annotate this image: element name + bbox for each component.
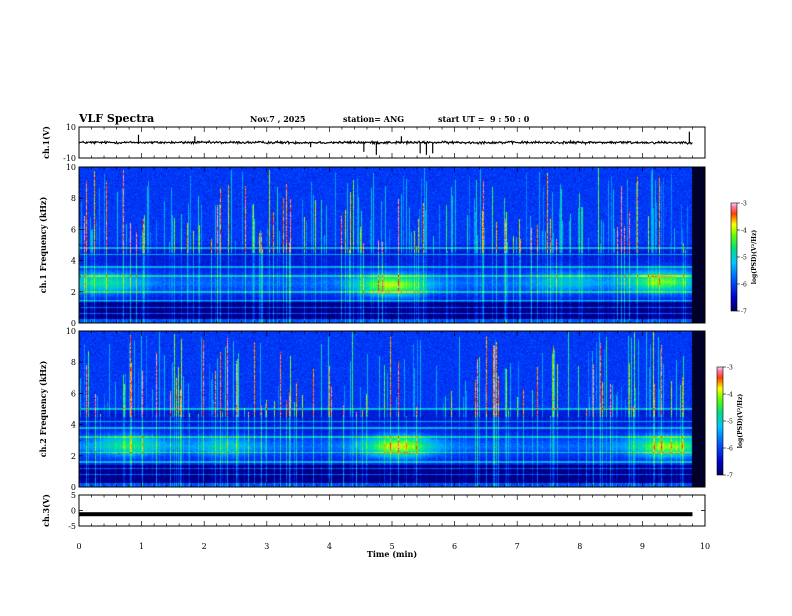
x-tick-label: 10 (700, 542, 710, 551)
y-tick-label: 6 (71, 225, 76, 234)
ch2-colorbar-gradient (716, 366, 724, 476)
y-tick-label: 6 (71, 389, 76, 398)
start-time-value: 9 : 50 : 0 (490, 114, 530, 124)
time-axis-label: Time (min) (367, 549, 417, 559)
x-tick-label: 0 (76, 542, 81, 551)
y-tick-label: 4 (71, 421, 76, 430)
ch1-spectrogram-panel: 0 2 4 6 8 10 ch.1 Frequency (kHz) log(PSD)(V²… (38, 163, 758, 328)
colorbar-tick-label: -4 (727, 392, 733, 399)
x-tick-label: 3 (264, 542, 269, 551)
ch3-waveform-ticks: 5 0 -5 (68, 491, 706, 531)
ch2-colorbar-label: log(PSD)(V²/Hz) (737, 394, 744, 449)
ch1-waveform-ylabel: ch.1(V) (41, 126, 51, 159)
ch1-waveform-plot (78, 131, 693, 155)
colorbar-tick-label: -6 (741, 282, 747, 289)
y-tick-label: 10 (66, 123, 76, 132)
colorbar-tick-label: -4 (741, 228, 747, 235)
ch1-colorbar-label: log(PSD)(V²/Hz) (751, 230, 758, 285)
y-tick-label: 8 (71, 194, 76, 203)
ch2-colorbar: log(PSD)(V²/Hz) -3 -4 -5 -6 -7 (716, 365, 744, 480)
station-label: station= ANG (343, 114, 404, 124)
ch3-signal-trace (79, 512, 693, 517)
ch2-spectrogram-ticks: 0 2 4 6 8 10 (66, 327, 706, 492)
start-time-prefix: start UT = (438, 114, 485, 124)
time-axis: 0 1 2 3 4 5 6 7 8 9 10 (76, 542, 710, 551)
colorbar-tick-label: -7 (741, 309, 747, 316)
y-tick-label: 0 (71, 483, 76, 492)
ch3-waveform-ylabel: ch.3(V) (41, 494, 51, 527)
ch1-signal-trace (78, 139, 693, 146)
ch1-spectrogram-image (79, 167, 705, 323)
ch1-spectrogram-ylabel: ch.1 Frequency (kHz) (38, 197, 48, 294)
ch1-spectrogram-ticks: 0 2 4 6 8 10 (66, 163, 706, 328)
ch1-colorbar-gradient (730, 202, 738, 312)
ch2-spectrogram-image (79, 331, 705, 487)
colorbar-tick-label: -6 (727, 446, 733, 453)
ch1-waveform-ticks: 10 -10 (63, 123, 706, 163)
ch1-colorbar: log(PSD)(V²/Hz) -3 -4 -5 -6 -7 (730, 201, 758, 316)
ch3-waveform-panel: 5 0 -5 ch.3(V) (41, 491, 706, 531)
x-tick-label: 8 (577, 542, 582, 551)
y-tick-label: -10 (63, 154, 76, 163)
figure-title: VLF Spectra (78, 112, 154, 125)
y-tick-label: 8 (71, 358, 76, 367)
colorbar-tick-label: -5 (727, 419, 733, 426)
y-tick-label: 0 (71, 507, 76, 516)
colorbar-tick-label: -3 (727, 365, 733, 372)
ch3-waveform-plot (79, 512, 693, 517)
y-tick-label: 2 (71, 288, 76, 297)
y-tick-label: 4 (71, 257, 76, 266)
date-label: Nov.7 , 2025 (250, 114, 305, 124)
x-tick-label: 1 (139, 542, 144, 551)
y-tick-label: 0 (71, 319, 76, 328)
y-tick-label: 10 (66, 163, 76, 172)
y-tick-label: 5 (71, 491, 76, 500)
colorbar-tick-label: -7 (727, 473, 733, 480)
x-tick-label: 4 (327, 542, 332, 551)
x-tick-label: 7 (515, 542, 520, 551)
y-tick-label: 10 (66, 327, 76, 336)
colorbar-tick-label: -5 (741, 255, 747, 262)
ch2-spectrogram-panel: 0 2 4 6 8 10 ch.2 Frequency (kHz) log(PSD)(V²… (38, 327, 744, 492)
ch2-spectrogram-ylabel: ch.2 Frequency (kHz) (38, 361, 48, 458)
x-tick-label: 5 (389, 542, 394, 551)
x-tick-label: 6 (452, 542, 457, 551)
ch1-waveform-panel: 10 -10 ch.1(V) (41, 123, 706, 163)
y-tick-label: 2 (71, 452, 76, 461)
x-tick-label: 2 (202, 542, 207, 551)
y-tick-label: -5 (68, 522, 76, 531)
colorbar-tick-label: -3 (741, 201, 747, 208)
x-tick-label: 9 (640, 542, 645, 551)
